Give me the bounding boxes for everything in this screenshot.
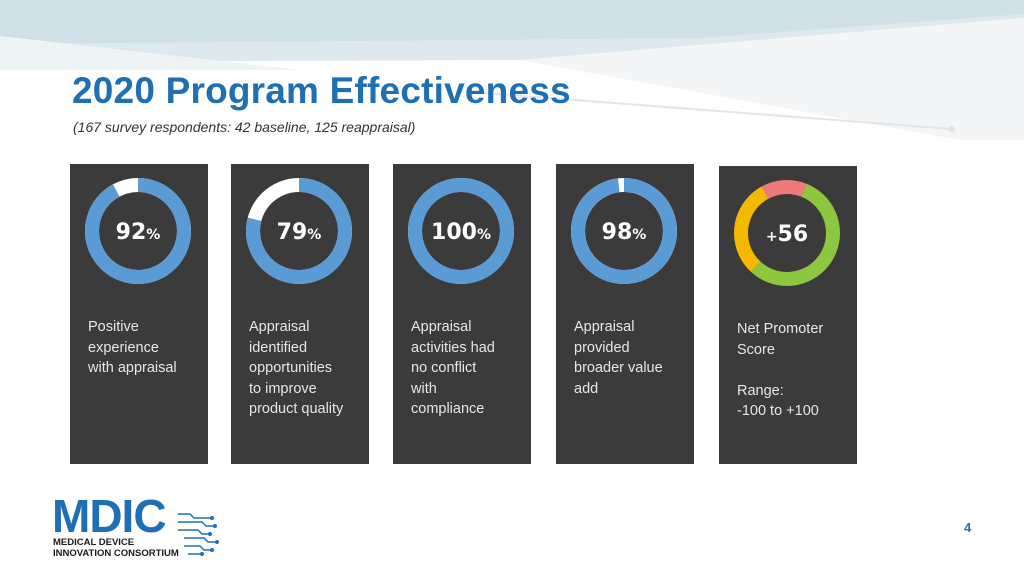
logo-line2: INNOVATION CONSORTIUM bbox=[53, 548, 179, 559]
stat-value: 92% bbox=[116, 220, 161, 245]
donut-arc bbox=[246, 178, 352, 284]
page-title: 2020 Program Effectiveness bbox=[72, 70, 571, 111]
nps-donut-chart: +56 bbox=[734, 180, 840, 286]
mdic-logo: MDIC MEDICAL DEVICE INNOVATION CONSORTIU… bbox=[52, 492, 219, 559]
circuit-lines-icon bbox=[178, 513, 217, 555]
donut-chart: 79% bbox=[246, 178, 352, 284]
page-subtitle: (167 survey respondents: 42 baseline, 12… bbox=[73, 119, 416, 135]
stat-value: 79% bbox=[277, 220, 322, 245]
donut-arc bbox=[85, 178, 191, 284]
donut-chart: 100% bbox=[408, 178, 514, 284]
stat-description: Appraisal activities had no conflict wit… bbox=[411, 319, 495, 417]
donut-chart: 98% bbox=[571, 178, 677, 284]
stat-value: +56 bbox=[766, 222, 808, 247]
nps-segment bbox=[734, 180, 840, 286]
logo-wordmark: MDIC bbox=[52, 492, 166, 542]
stat-description: Appraisal identified opportunities to im… bbox=[249, 319, 344, 417]
stat-card-no-conflict: 100% Appraisal activities had no conflic… bbox=[393, 164, 531, 464]
stat-card-broader-value: 98% Appraisal provided broader value add bbox=[556, 164, 694, 464]
stat-description: Positive experience with appraisal bbox=[88, 319, 177, 376]
page-number: 4 bbox=[964, 520, 972, 535]
stat-card-net-promoter-score: +56 Net Promoter Score Range: -100 to +1… bbox=[719, 166, 857, 464]
stat-card-positive-experience: 92% Positive experience with appraisal bbox=[70, 164, 208, 464]
stat-description: Net Promoter Score Range: -100 to +100 bbox=[737, 321, 824, 419]
logo-line1: MEDICAL DEVICE bbox=[53, 537, 134, 548]
stat-description: Appraisal provided broader value add bbox=[574, 319, 663, 397]
stat-card-quality-opportunities: 79% Appraisal identified opportunities t… bbox=[231, 164, 369, 464]
stat-value: 100% bbox=[431, 220, 491, 245]
header-background bbox=[0, 0, 1024, 140]
donut-arc bbox=[408, 178, 514, 284]
stat-value: 98% bbox=[602, 220, 647, 245]
donut-chart: 92% bbox=[85, 178, 191, 284]
donut-arc bbox=[571, 178, 677, 284]
